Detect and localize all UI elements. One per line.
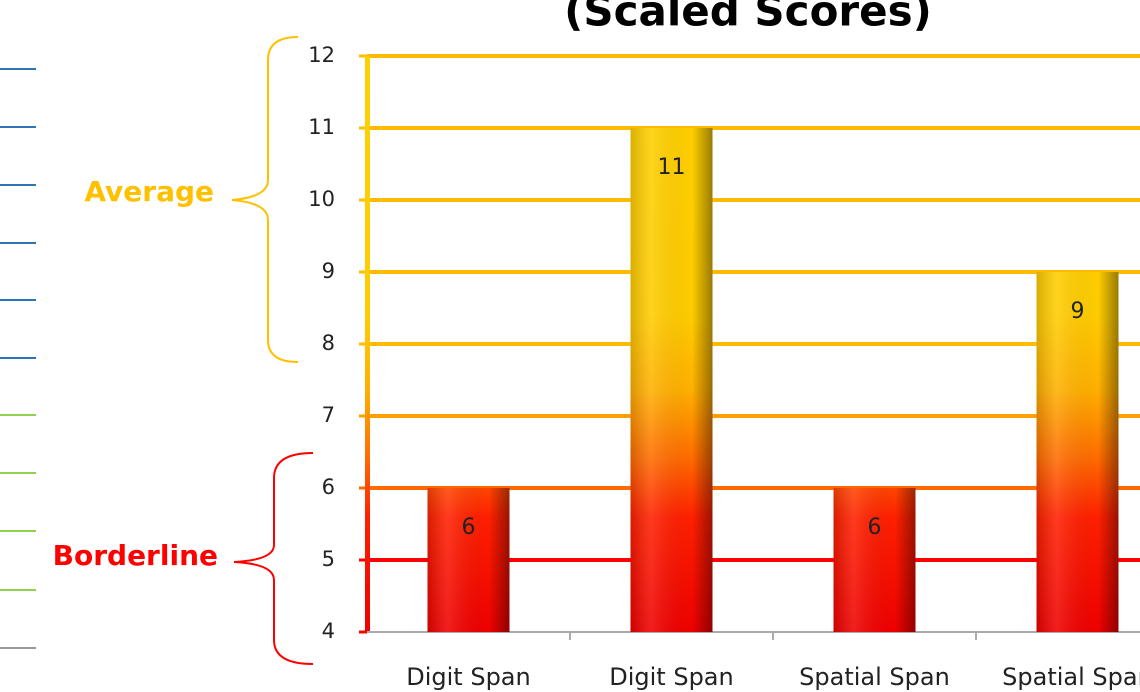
value-label: 6 <box>868 515 882 540</box>
value-label: 6 <box>462 515 476 540</box>
x-tick-label: Spatial Span <box>1002 663 1140 691</box>
chart-title: (Scaled Scores) <box>564 0 932 36</box>
annotation: Average <box>84 175 214 208</box>
y-tick-label: 11 <box>308 115 335 139</box>
left-fragment <box>0 68 36 649</box>
x-tick-label: Spatial Span <box>799 663 950 691</box>
x-tick-label: Digit Span <box>406 663 530 691</box>
y-tick-label: 7 <box>322 403 335 427</box>
average-brace <box>231 36 299 363</box>
value-label: 9 <box>1071 299 1085 324</box>
bar-shade <box>630 128 713 632</box>
x-tick-label: Digit Span <box>609 663 733 691</box>
value-label: 11 <box>658 155 686 180</box>
y-tick-label: 10 <box>308 187 335 211</box>
bar-shade <box>1036 272 1119 632</box>
y-tick-label: 5 <box>322 547 335 571</box>
y-tick-label: 6 <box>322 475 335 499</box>
y-tick-label: 9 <box>322 259 335 283</box>
y-tick-label: 12 <box>308 43 335 67</box>
y-tick-label: 8 <box>322 331 335 355</box>
y-axis <box>365 56 370 632</box>
bar-shade <box>427 488 510 632</box>
bar-shade <box>833 488 916 632</box>
annotation: Borderline <box>53 539 218 572</box>
borderline-brace <box>233 452 314 665</box>
y-tick-label: 4 <box>322 619 335 643</box>
